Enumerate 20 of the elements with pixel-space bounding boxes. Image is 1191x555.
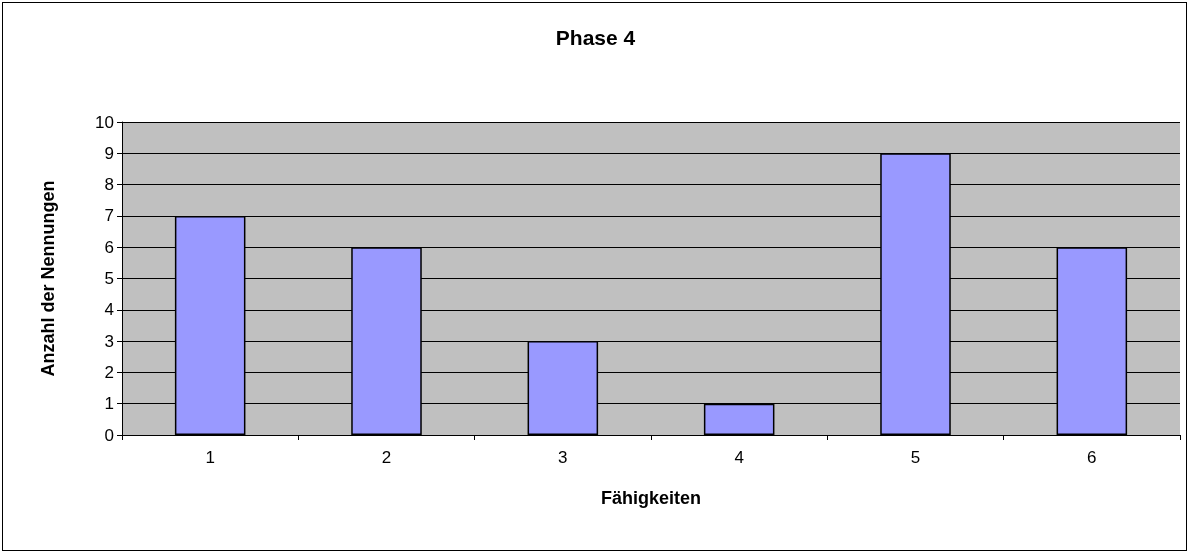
y-tick-label: 0: [104, 425, 114, 445]
chart-title: Phase 4: [555, 26, 636, 49]
x-tick-label: 2: [381, 448, 392, 467]
x-tick-label: 4: [734, 448, 744, 467]
y-tick-label: 3: [104, 331, 114, 351]
x-tick-label: 5: [910, 448, 921, 467]
y-tick-label: 1: [104, 394, 114, 414]
y-tick-label: 9: [104, 143, 114, 163]
y-tick-label: 7: [104, 206, 114, 226]
y-tick-label: 8: [104, 175, 114, 195]
y-tick-label: 5: [104, 269, 114, 288]
y-tick-label: 6: [104, 237, 114, 257]
y-tick-label: 4: [104, 300, 114, 320]
y-axis-title: Anzahl der Nennungen: [38, 180, 58, 377]
y-tick-label: 2: [104, 362, 114, 382]
x-tick-label: 3: [558, 448, 568, 467]
x-axis-title: Fähigkeiten: [600, 488, 702, 508]
y-tick-label: 10: [95, 112, 114, 132]
x-tick-label: 1: [205, 448, 215, 467]
x-tick-label: 6: [1087, 448, 1097, 467]
